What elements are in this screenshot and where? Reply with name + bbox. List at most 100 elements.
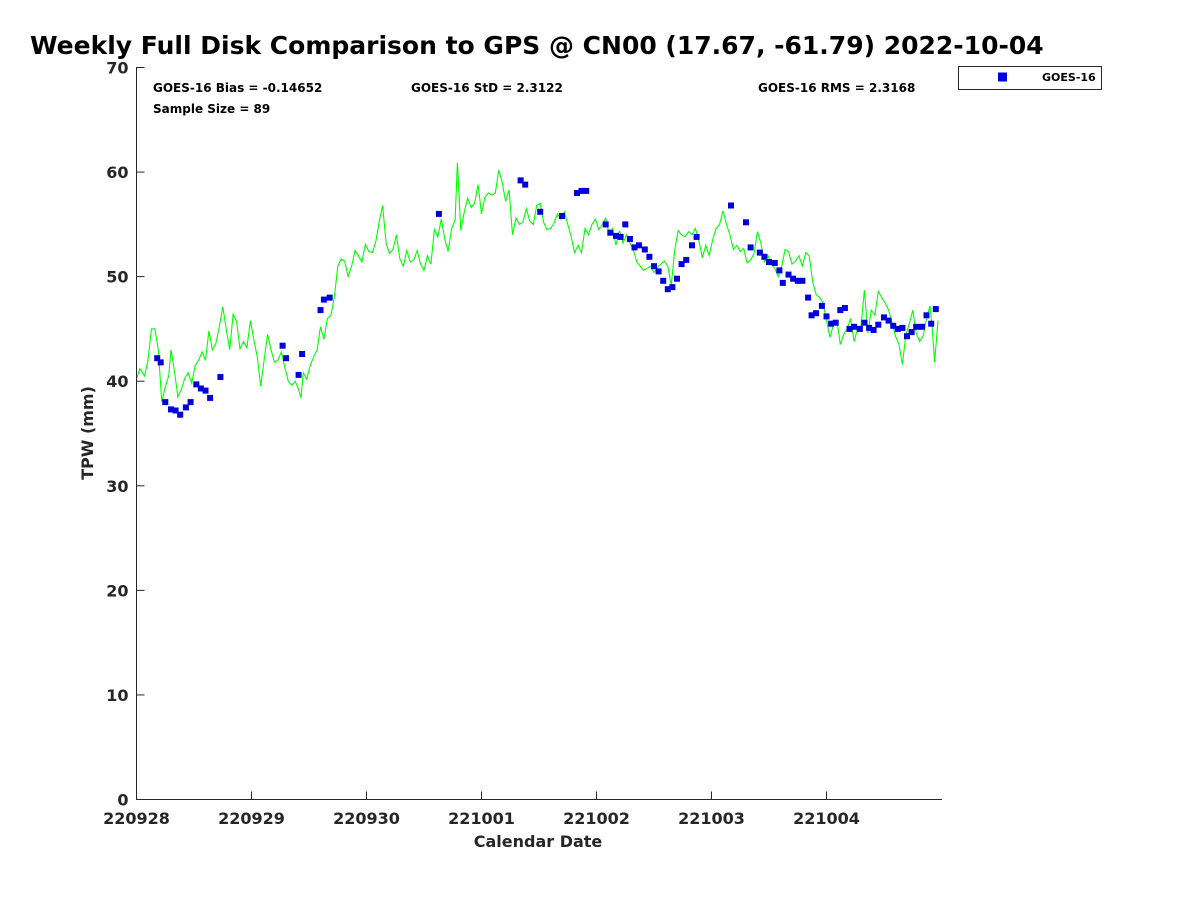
scatter-point [832, 319, 839, 326]
scatter-point [683, 256, 690, 263]
scatter-point [913, 323, 920, 330]
scatter-point [320, 296, 327, 303]
y-tick-label: 30 [106, 477, 128, 496]
scatter-point [622, 221, 629, 228]
scatter-point [919, 323, 925, 330]
scatter-point [172, 407, 179, 414]
scatter-point [875, 321, 882, 328]
x-tick-label: 221003 [678, 809, 745, 828]
y-tick-label: 0 [117, 791, 128, 810]
scatter-point [756, 249, 763, 256]
scatter-point [837, 307, 844, 314]
y-tick-label: 10 [106, 686, 128, 705]
y-tick-label: 40 [106, 372, 128, 391]
scatter-point [626, 236, 633, 242]
scatter-point [828, 320, 835, 327]
scatter-point [157, 359, 164, 366]
sample-size-stat: Sample Size = 89 [153, 102, 270, 116]
series-line [135, 162, 939, 403]
scatter-point [841, 305, 848, 311]
scatter-point [743, 219, 749, 226]
scatter-point [813, 310, 820, 317]
scatter-point [890, 322, 897, 329]
chart-title: Weekly Full Disk Comparison to GPS @ CN0… [30, 31, 1044, 60]
legend-label-goes16: GOES-16 [1042, 71, 1096, 84]
y-tick-label: 50 [106, 268, 128, 287]
scatter-point [904, 333, 910, 340]
scatter-point [794, 277, 801, 284]
scatter-point [602, 221, 609, 228]
std-stat: GOES-16 StD = 2.3122 [411, 81, 563, 95]
scatter-point [908, 329, 915, 336]
scatter-point [217, 374, 224, 380]
scatter-point [771, 260, 778, 266]
scatter-point [631, 244, 638, 251]
scatter-point [766, 259, 772, 265]
scatter-point [790, 275, 797, 282]
scatter-point [776, 267, 783, 274]
bias-stat: GOES-16 Bias = -0.14652 [153, 81, 322, 95]
plot-area [136, 67, 942, 800]
x-axis-ticks: 220928 220929 220930 221001 221002 221003 2210… [103, 791, 860, 828]
scatter-point [187, 399, 194, 406]
scatter-point [182, 404, 189, 411]
scatter-point [651, 263, 657, 270]
scatter-point [299, 351, 306, 357]
scatter-point [861, 319, 868, 326]
scatter-point [168, 406, 174, 413]
x-tick-label: 220930 [333, 809, 400, 828]
scatter-point [574, 190, 580, 196]
scatter-point [660, 277, 667, 284]
scatter-point [851, 323, 858, 330]
scatter-point [283, 355, 289, 362]
scatter-point [578, 187, 585, 194]
scatter-point [154, 355, 161, 362]
scatter-point [818, 302, 825, 309]
scatter-point [808, 312, 815, 319]
scatter-point [641, 246, 648, 253]
scatter-point [636, 242, 642, 249]
scatter-point [761, 253, 768, 260]
scatter-point [295, 371, 302, 378]
y-tick-label: 60 [106, 163, 128, 182]
scatter-point [785, 271, 792, 278]
y-axis-ticks: 0 10 20 30 40 50 60 70 [106, 59, 145, 810]
scatter-point [928, 320, 935, 327]
scatter-point [646, 253, 653, 260]
scatter-point [689, 242, 695, 249]
scatter-point [856, 325, 863, 332]
scatter-point [202, 387, 209, 394]
scatter-point [779, 279, 786, 286]
scatter-point [522, 181, 529, 188]
scatter-point [805, 294, 812, 301]
scatter-point [693, 233, 700, 240]
scatter-point [317, 307, 324, 314]
x-tick-label: 220928 [103, 809, 170, 828]
scatter-point [669, 284, 676, 291]
x-tick-label: 221004 [793, 809, 860, 828]
scatter-point [207, 394, 214, 401]
y-tick-label: 70 [106, 59, 128, 78]
scatter-point [823, 313, 830, 320]
scatter-point [899, 324, 906, 331]
legend-box [958, 66, 1102, 90]
x-axis-label: Calendar Date [474, 832, 603, 851]
scatter-point [866, 324, 873, 331]
scatter-point [894, 325, 901, 332]
scatter-point [923, 312, 930, 319]
scatter-point [870, 327, 877, 333]
scatter-point [678, 261, 685, 268]
scatter-point [435, 210, 442, 217]
scatter-point [747, 244, 754, 251]
data-layer [135, 162, 939, 418]
scatter-point [617, 233, 624, 240]
scatter-point [583, 187, 590, 194]
y-axis-label: TPW (mm) [78, 386, 97, 480]
scatter-point [932, 306, 939, 313]
scatter-point [613, 232, 619, 239]
scatter-point [607, 229, 614, 236]
scatter-point [799, 277, 806, 284]
scatter-point [193, 381, 200, 388]
scatter-point [559, 213, 565, 219]
